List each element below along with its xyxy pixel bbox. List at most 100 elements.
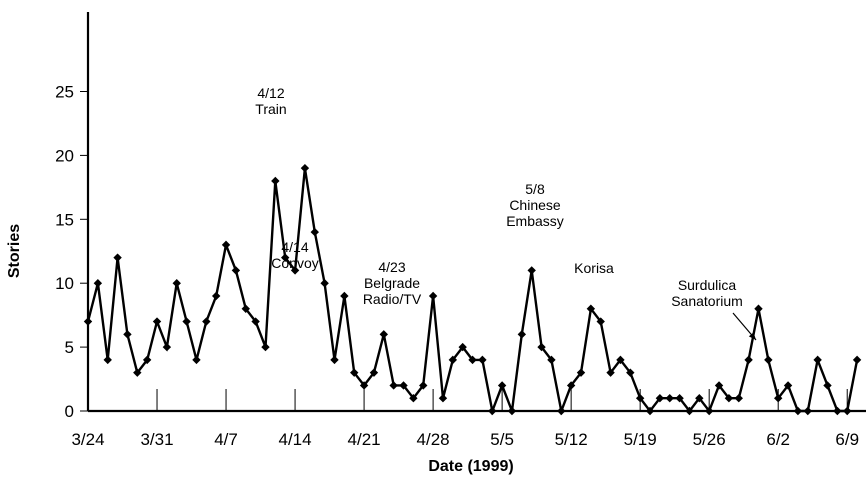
annotation-text: Surdulica — [678, 277, 737, 293]
x-tick-label: 4/21 — [348, 430, 381, 449]
y-axis-title: Stories — [6, 224, 23, 278]
data-point — [330, 355, 339, 365]
data-point — [645, 406, 655, 416]
x-tick-label: 3/31 — [140, 430, 173, 449]
data-point — [566, 381, 576, 390]
data-point — [399, 381, 408, 390]
data-point — [211, 291, 221, 301]
data-point — [517, 330, 527, 339]
x-tick-label: 6/2 — [766, 430, 790, 449]
data-point — [261, 342, 270, 352]
x-tick-label: 5/26 — [693, 430, 726, 449]
data-point — [704, 406, 714, 416]
data-point — [497, 381, 507, 390]
annotation-text: Belgrade — [364, 275, 420, 291]
data-point — [576, 368, 586, 377]
data-point — [547, 355, 556, 365]
arrowhead-icon — [748, 332, 756, 340]
annotation-text: 5/8 — [525, 181, 545, 197]
series-line — [86, 168, 859, 416]
data-point — [852, 355, 862, 365]
y-tick-label: 15 — [55, 210, 74, 229]
annotation-text: Sanatorium — [671, 293, 743, 309]
data-point — [310, 227, 319, 237]
data-point — [202, 317, 211, 326]
data-point — [843, 406, 852, 416]
y-axis: 0 5 10 15 20 25 — [55, 12, 90, 421]
x-tick-label: 4/28 — [417, 430, 450, 449]
data-point — [537, 342, 546, 352]
x-axis-title: Date (1999) — [428, 458, 513, 475]
data-point — [428, 291, 438, 301]
data-point — [103, 355, 112, 365]
data-point — [665, 394, 674, 403]
data-point — [448, 355, 458, 365]
data-point — [221, 240, 231, 250]
data-point — [340, 291, 349, 301]
data-point — [251, 317, 260, 326]
data-point — [419, 381, 428, 390]
data-point — [182, 317, 191, 326]
data-point — [813, 355, 822, 365]
data-point — [458, 342, 467, 352]
data-point — [172, 279, 181, 288]
annotation-text: 4/14 — [281, 239, 308, 255]
data-point — [389, 381, 398, 390]
data-point — [507, 406, 517, 416]
data-point — [162, 342, 172, 352]
data-point — [764, 355, 773, 365]
y-tick-label: 25 — [55, 83, 74, 102]
data-point — [754, 304, 763, 313]
data-point — [231, 266, 241, 275]
x-tick-label: 4/7 — [214, 430, 238, 449]
annotation-text: Chinese — [509, 197, 561, 213]
data-point — [616, 355, 625, 365]
data-point — [93, 279, 103, 288]
data-point — [152, 317, 162, 326]
data-point — [685, 406, 694, 416]
data-point — [379, 330, 388, 339]
data-point — [142, 355, 152, 365]
data-point — [123, 330, 132, 339]
annotation-text: Radio/TV — [363, 291, 422, 307]
data-point — [635, 394, 645, 403]
data-point — [271, 176, 280, 186]
y-tick-label: 10 — [55, 274, 74, 293]
data-point — [488, 406, 497, 416]
x-axis: 3/24 3/31 4/7 4/14 4/21 4/28 5/5 5/12 5/19 5/26 6/… — [71, 389, 866, 449]
x-tick-label: 5/19 — [624, 430, 657, 449]
data-point — [803, 406, 812, 416]
data-point — [300, 163, 310, 173]
data-point — [675, 394, 684, 403]
data-point — [241, 304, 250, 313]
data-point — [113, 253, 122, 262]
data-point — [744, 355, 753, 365]
data-point — [586, 304, 596, 313]
y-tick-label: 0 — [65, 402, 74, 421]
data-point — [833, 406, 842, 416]
data-point — [438, 394, 448, 403]
x-tick-label: 5/12 — [555, 430, 588, 449]
y-tick-label: 20 — [55, 146, 74, 165]
data-point — [596, 317, 605, 326]
annotation-text: 4/12 — [257, 85, 284, 101]
data-point — [823, 381, 832, 390]
data-point — [83, 317, 93, 326]
data-point — [350, 368, 359, 377]
data-point — [527, 266, 536, 275]
annotation-text: Embassy — [506, 213, 564, 229]
x-tick-label: 6/9 — [835, 430, 859, 449]
data-point — [793, 406, 803, 416]
data-point — [478, 355, 487, 365]
data-point — [192, 355, 201, 365]
data-point — [626, 368, 635, 377]
data-point — [783, 381, 793, 390]
x-tick-label: 4/14 — [279, 430, 312, 449]
data-point — [320, 279, 329, 288]
x-tick-label: 5/5 — [490, 430, 514, 449]
data-point — [734, 394, 743, 403]
data-point — [409, 394, 418, 403]
annotation-text: 4/23 — [378, 259, 405, 275]
data-point — [774, 394, 783, 403]
